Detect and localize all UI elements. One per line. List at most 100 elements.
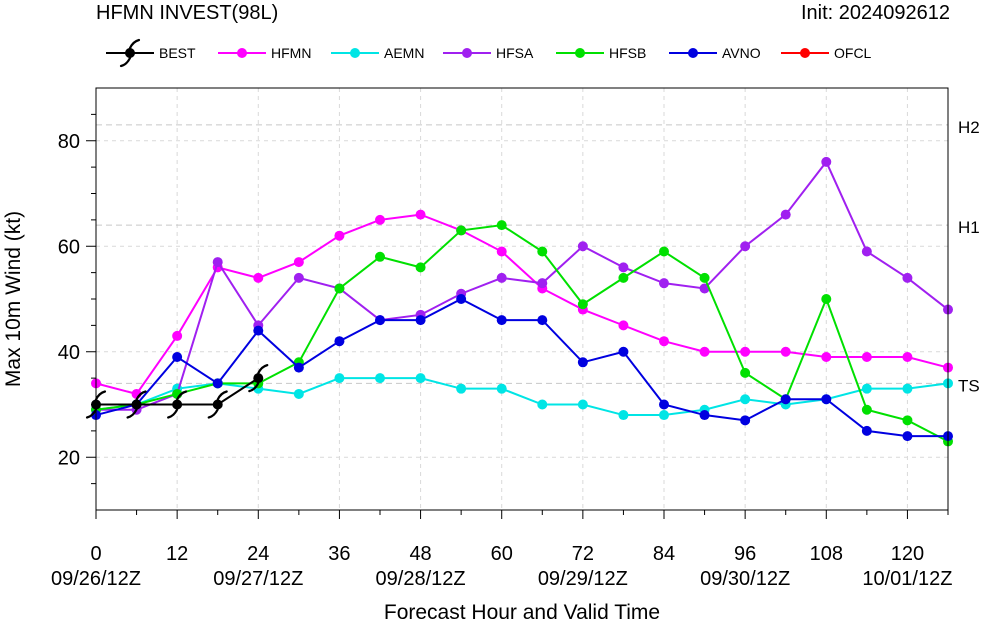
legend-label-hfmn: HFMN	[271, 45, 311, 61]
legend-marker-hfmn	[237, 48, 247, 58]
legend-item-best: BEST	[106, 38, 196, 68]
point-hfsb-96	[740, 367, 751, 378]
legend-label-ofcl: OFCL	[834, 45, 872, 61]
point-avno-84	[659, 399, 669, 410]
point-hfmn-30	[293, 257, 304, 268]
point-best-12	[167, 390, 188, 419]
point-hfsa-84	[659, 278, 669, 289]
point-hfmn-114	[861, 352, 872, 363]
legend-label-hfsa: HFSA	[496, 45, 534, 61]
x-axis-label: Forecast Hour and Valid Time	[384, 601, 660, 624]
x-tick-label-date: 09/30/12Z	[700, 568, 790, 590]
point-hfmn-102	[780, 346, 791, 357]
point-avno-90	[699, 410, 710, 421]
point-aemn-96	[740, 394, 751, 405]
y-tick-label: 20	[58, 447, 80, 469]
point-hfmn-12	[172, 330, 183, 341]
y-tick-label: 80	[58, 131, 80, 153]
point-hfsa-96	[740, 241, 751, 252]
point-avno-96	[740, 415, 751, 426]
point-hfsb-54	[456, 225, 467, 236]
x-tick-label-hour: 24	[247, 543, 269, 565]
point-avno-78	[618, 346, 629, 357]
point-best-24	[248, 364, 269, 393]
series-line-avno	[95, 297, 948, 438]
point-hfsb-48	[415, 262, 426, 273]
point-hfsb-108	[821, 294, 832, 304]
point-hfmn-48	[415, 209, 426, 220]
point-hfsb-72	[577, 299, 588, 310]
x-tick-label-hour: 84	[653, 543, 675, 565]
legend-item-hfsb: HFSB	[556, 45, 646, 61]
legend-item-ofcl: OFCL	[781, 45, 872, 61]
point-hfsb-66	[537, 246, 548, 257]
threshold-label-h1: H1	[958, 218, 980, 237]
series-hfsb	[91, 220, 953, 447]
point-avno-12	[172, 352, 183, 363]
point-aemn-72	[577, 399, 588, 410]
series-line-hfsa	[96, 159, 949, 411]
point-hfsa-60	[496, 272, 507, 283]
x-tick-label-hour: 36	[328, 543, 350, 565]
point-avno-24	[253, 325, 264, 336]
x-tick-label-hour: 12	[166, 543, 188, 565]
chart-title: HFMN INVEST(98L)	[96, 2, 279, 24]
x-tick-label-date: 09/26/12Z	[51, 568, 141, 590]
legend-label-hfsb: HFSB	[609, 45, 646, 61]
point-hfsb-36	[334, 283, 345, 294]
point-hfsb-60	[496, 220, 507, 231]
legend-marker-best	[119, 38, 141, 68]
point-aemn-30	[293, 388, 304, 399]
init-time-label: Init: 2024092612	[800, 2, 950, 24]
x-tick-label-date: 09/29/12Z	[538, 568, 628, 590]
y-tick-label: 40	[58, 342, 80, 364]
point-best-18	[207, 390, 228, 419]
point-hfmn-24	[253, 272, 264, 283]
point-aemn-36	[334, 373, 345, 384]
point-aemn-48	[415, 373, 426, 384]
x-tick-label-date: 09/27/12Z	[213, 568, 303, 590]
point-hfsa-102	[780, 209, 791, 220]
grid-lines	[95, 88, 948, 510]
point-hfmn-78	[618, 320, 629, 331]
point-avno-102	[780, 394, 791, 405]
legend-marker-ofcl	[800, 48, 810, 58]
threshold-label-ts: TS	[958, 376, 980, 395]
point-avno-36	[334, 336, 345, 347]
point-hfsa-114	[861, 246, 872, 257]
point-hfsa-66	[537, 278, 548, 289]
point-avno-120	[902, 431, 913, 442]
legend-label-avno: AVNO	[722, 45, 761, 61]
x-tick-label-hour: 60	[491, 543, 513, 565]
x-tick-label-hour: 120	[891, 543, 924, 565]
y-tick-label: 60	[58, 236, 80, 258]
point-aemn-60	[496, 383, 507, 394]
point-hfmn-60	[496, 246, 507, 257]
legend-label-best: BEST	[159, 45, 196, 61]
legend-marker-hfsb	[575, 48, 585, 58]
point-hfsa-108	[821, 156, 832, 167]
point-hfmn-108	[821, 352, 832, 363]
point-hfsa-72	[577, 241, 588, 252]
x-tick-label-hour: 72	[572, 543, 594, 565]
point-avno-114	[861, 425, 872, 436]
point-hfsa-30	[293, 272, 304, 283]
point-hfmn-96	[740, 346, 751, 357]
point-hfsa-78	[618, 262, 629, 273]
legend: BEST HFMN AEMN HFSA HFSB AVNO OFCL	[106, 38, 872, 68]
point-hfmn-36	[334, 230, 345, 241]
point-hfmn-84	[659, 336, 669, 347]
point-hfsb-114	[861, 404, 872, 415]
x-tick-label-date: 10/01/12Z	[862, 568, 952, 590]
point-hfsb-90	[699, 272, 710, 283]
x-tick-label-date: 09/28/12Z	[376, 568, 466, 590]
series-line-hfmn	[95, 213, 949, 396]
point-aemn-120	[902, 383, 913, 394]
intensity-thresholds: TS H1 H2	[96, 118, 980, 395]
point-hfmn-42	[375, 214, 385, 225]
point-aemn-78	[618, 410, 629, 421]
threshold-label-h2: H2	[958, 118, 980, 137]
legend-marker-hfsa	[462, 48, 472, 58]
point-avno-48	[415, 315, 426, 326]
point-avno-42	[375, 315, 385, 326]
